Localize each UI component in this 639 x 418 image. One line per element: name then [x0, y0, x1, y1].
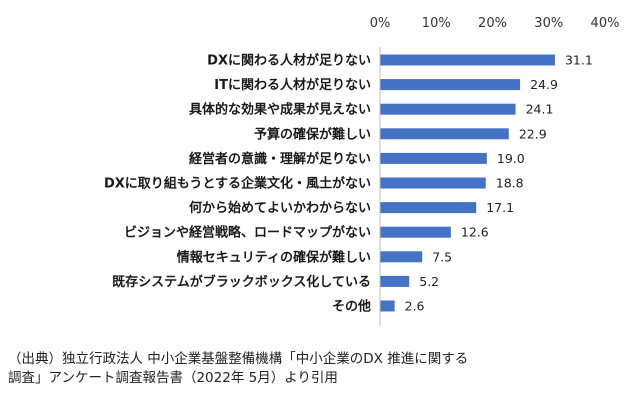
data-label: 31.1 [565, 53, 593, 68]
category-label: DXに取り組もうとする企業文化・風土がない [104, 176, 371, 192]
data-label: 5.2 [419, 274, 439, 289]
bar [380, 128, 509, 140]
data-label: 17.1 [486, 200, 514, 215]
bar [380, 251, 423, 263]
bar [380, 275, 410, 287]
category-label: 経営者の意識・理解が足りない [189, 151, 371, 167]
source-note: （出典）独立行政法人 中小企業基盤整備機構「中小企業のDX 推進に関する調査」ア… [8, 351, 469, 386]
x-tick-label: 30% [534, 16, 563, 31]
bar [380, 79, 521, 91]
category-labels: DXに関わる人材が足りない ITに関わる人材が足りない具体的な効果や成果が見えない… [104, 53, 371, 315]
category-label: DXに関わる人材が足りない [207, 53, 371, 69]
x-axis-ticks: 0% 10% 20% 30% 40% [370, 16, 620, 31]
bar [380, 177, 486, 189]
bars [380, 54, 555, 312]
x-tick-label: 0% [370, 16, 391, 31]
bar [380, 202, 477, 214]
bar [380, 54, 555, 66]
data-label: 7.5 [432, 249, 452, 264]
category-label: 具体的な効果や成果が見えない [189, 102, 371, 118]
bar [380, 300, 395, 312]
category-label: 情報セキュリティの確保が難しい [177, 249, 371, 265]
x-tick-label: 40% [591, 16, 620, 31]
bar [380, 152, 487, 164]
category-label: ビジョンや経営戦略、ロードマップがない [124, 225, 371, 241]
x-tick-label: 10% [422, 16, 451, 31]
data-label: 22.9 [519, 126, 547, 141]
bar-chart: 0% 10% 20% 30% 40% DXに関わる人材が足りない ITに関わる人材が足りな… [104, 16, 620, 326]
category-label: 何から始めてよいかわからない [189, 200, 371, 216]
data-label: 24.1 [526, 102, 554, 117]
category-label: 既存システムがブラックボックス化している [112, 274, 371, 290]
data-label: 12.6 [461, 225, 489, 240]
data-label: 24.9 [530, 77, 558, 92]
x-tick-label: 20% [478, 16, 507, 31]
data-label: 18.8 [496, 176, 524, 191]
data-label: 2.6 [405, 299, 425, 314]
category-label: ITに関わる人材が足りない [214, 77, 371, 93]
category-label: 予算の確保が難しい [254, 126, 371, 142]
data-label: 19.0 [497, 151, 525, 166]
bar [380, 103, 516, 115]
data-labels: 31.1 24.9 24.1 22.9 19.0 18.8 17.1 12.6 7.5 5.2 2.… [405, 53, 593, 314]
bar [380, 226, 451, 238]
category-label: その他 [332, 299, 371, 315]
